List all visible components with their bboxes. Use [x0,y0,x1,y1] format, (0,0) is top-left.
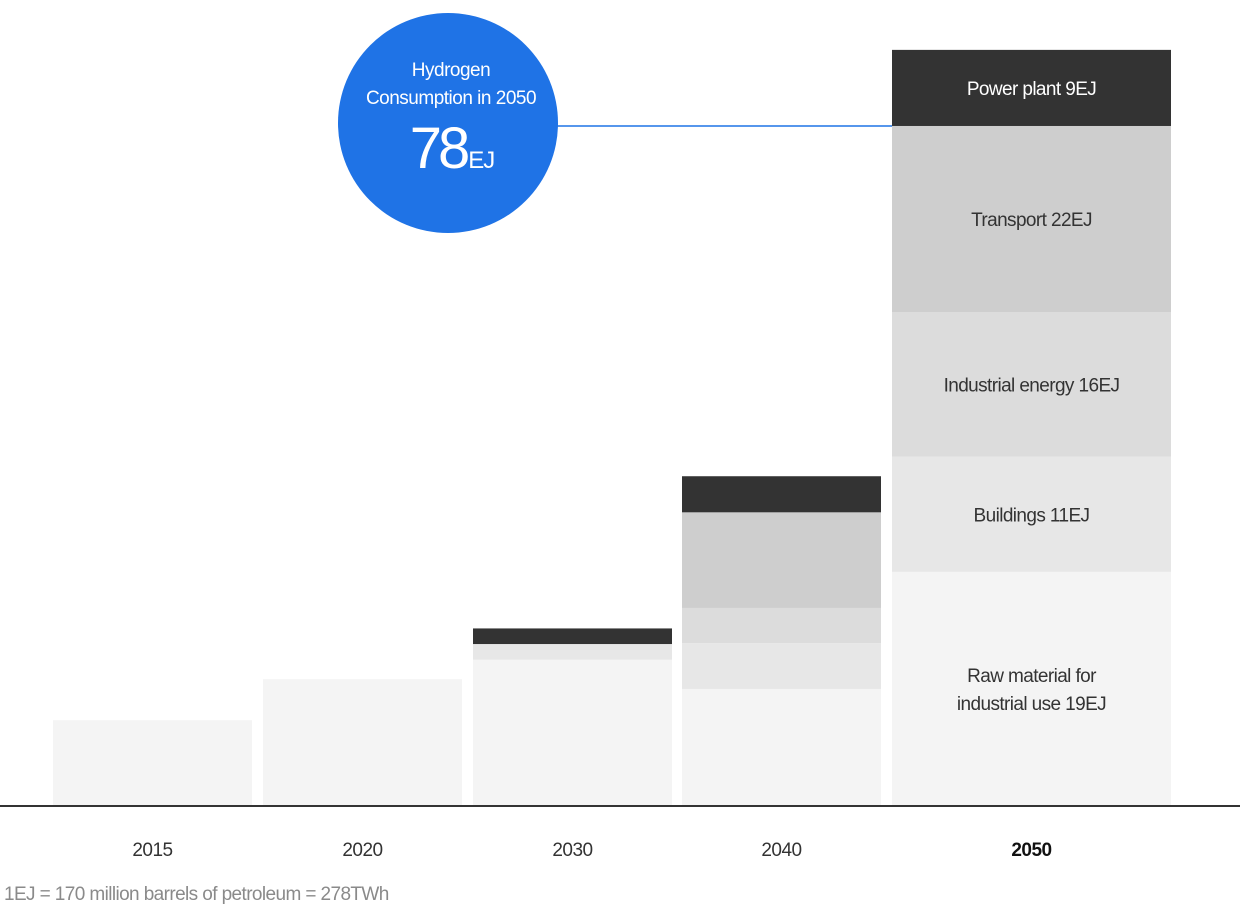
callout-bubble [338,13,558,233]
bar-segment-2040-4 [682,476,881,513]
bar-segment-2040-1 [682,643,881,689]
bar-segment-2050-3 [892,125,1171,313]
callout-value: 78 [410,116,468,181]
segment-label-3: Transport 22EJ [971,210,1092,231]
segment-label-1: Buildings 11EJ [974,505,1090,526]
bar-segment-2020-0 [263,679,462,806]
tick-label-2015: 2015 [132,840,172,861]
tick-label-2030: 2030 [552,840,592,861]
bar-segment-2040-0 [682,688,881,806]
bar-segment-2015-0 [53,720,252,806]
segment-label-0: Raw material for industrial use 19EJ [957,666,1106,715]
callout-value-group: 78EJ [410,116,495,181]
bar-segment-2040-3 [682,512,881,608]
bar-segment-2050-2 [892,312,1171,457]
segment-labels: Raw material for industrial use 19EJ Build… [944,79,1121,715]
stacked-bars [53,49,1171,806]
footnote: 1EJ = 170 million barrels of petroleum =… [4,884,389,905]
bar-segment-2050-4 [892,49,1171,126]
bar-segment-2050-0 [892,571,1171,806]
bar-segment-2050-1 [892,456,1171,572]
total-callout: Hydrogen Consumption in 2050 78EJ [338,13,892,233]
callout-unit: EJ [468,147,494,174]
bar-segment-2030-0 [473,659,672,806]
bar-segment-2030-1 [473,644,672,660]
tick-label-2050: 2050 [1011,840,1051,861]
bar-segment-2030-4 [473,628,672,645]
callout-line1: Hydrogen [412,60,490,81]
tick-label-2020: 2020 [342,840,382,861]
tick-label-2040: 2040 [761,840,801,861]
callout-line2: Consumption in 2050 [366,88,536,109]
x-axis-tick-labels: 2015 2020 2030 2040 2050 [132,840,1052,861]
bar-segment-2040-2 [682,607,881,644]
segment-label-2: Industrial energy 16EJ [944,376,1120,397]
segment-label-4: Power plant 9EJ [967,79,1096,100]
